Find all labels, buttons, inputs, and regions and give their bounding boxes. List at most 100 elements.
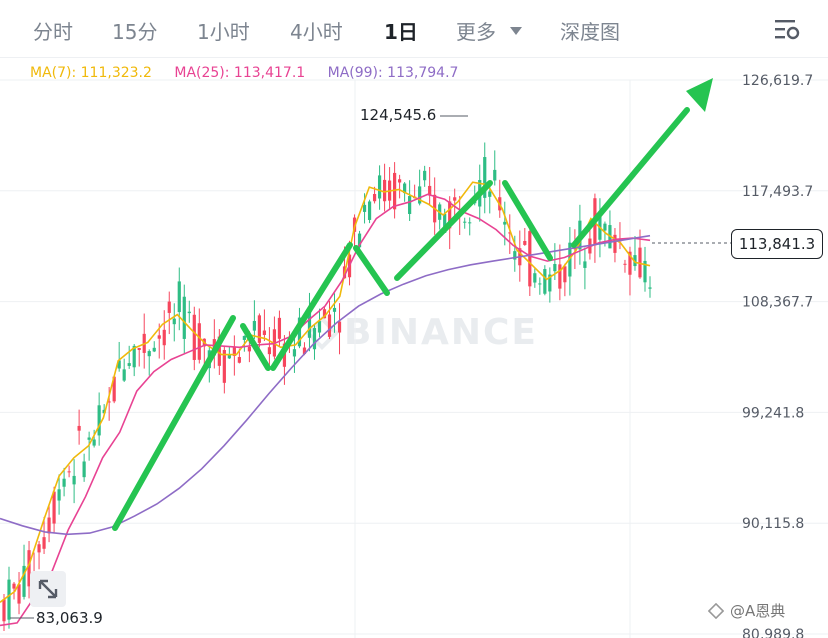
candle-body — [192, 314, 196, 360]
candle-body — [613, 234, 617, 253]
candle-body — [603, 223, 607, 231]
candle-body — [362, 204, 367, 212]
candle-body — [247, 346, 251, 352]
candle-body — [332, 307, 337, 312]
candle-body — [337, 321, 342, 333]
candle-body — [533, 273, 537, 283]
candle-body — [448, 201, 452, 229]
candlestick-chart[interactable]: 126,619.7 117,493.7 108,367.7 99,241.8 90,11… — [0, 58, 828, 638]
price-tick-label: 108,367.7 — [742, 295, 813, 311]
tab-1d[interactable]: 1日 — [384, 20, 418, 44]
candle-body — [277, 317, 282, 339]
candle-body — [237, 357, 241, 363]
candle-body — [463, 221, 467, 223]
candle-body — [57, 489, 61, 501]
candle-body — [52, 491, 56, 524]
candle-body — [297, 317, 302, 347]
candle-body — [92, 439, 96, 446]
candle-body — [648, 287, 652, 289]
candle-body — [403, 183, 407, 194]
candle-body — [127, 363, 131, 366]
candle-body — [162, 329, 166, 346]
tab-15m[interactable]: 15分 — [112, 20, 158, 44]
candle-body — [42, 537, 46, 549]
candle-body — [232, 347, 236, 356]
candle-body — [147, 351, 151, 357]
candle-body — [302, 347, 307, 355]
price-tick-label: 80,989.8 — [742, 627, 804, 638]
candle-body — [623, 263, 627, 265]
candle-body — [172, 318, 176, 325]
ma-line-2 — [0, 234, 651, 536]
candle-body — [7, 579, 11, 620]
trend-annotations — [112, 78, 713, 531]
candle-body — [553, 263, 557, 272]
candle-body — [317, 321, 322, 333]
tab-more[interactable]: 更多 — [456, 16, 522, 45]
candle-body — [152, 347, 156, 352]
candle-body — [227, 354, 231, 359]
candle-body — [137, 347, 141, 350]
candle-body — [72, 475, 76, 485]
ma-lines — [0, 181, 651, 627]
tab-minute[interactable]: 分时 — [33, 20, 73, 44]
low-price-label: 83,063.9 — [36, 609, 103, 627]
watermark-text: BINANCE — [344, 312, 538, 353]
candle-body — [197, 323, 201, 360]
candle-body — [503, 221, 507, 225]
candle-body — [307, 310, 312, 338]
candle-body — [122, 369, 126, 381]
candle-body — [583, 261, 587, 268]
author-name: @A恩典 — [730, 602, 786, 620]
tab-more-label: 更多 — [456, 20, 496, 44]
chart-grid — [0, 79, 828, 638]
candle-body — [538, 283, 542, 285]
candle-body — [2, 599, 6, 622]
candle-body — [523, 240, 527, 245]
candle-body — [182, 296, 186, 339]
tab-1h[interactable]: 1小时 — [197, 20, 250, 44]
candle-body — [257, 315, 261, 343]
ma-line-1 — [0, 193, 651, 627]
ma25-label: MA(25): 113,417.1 — [174, 65, 306, 81]
candle-body — [408, 196, 412, 214]
candle-body — [87, 437, 91, 440]
tab-4h[interactable]: 4小时 — [290, 20, 343, 44]
candle-body — [117, 360, 121, 369]
trend-stroke-3 — [353, 245, 390, 296]
candle-body — [423, 170, 427, 181]
candle-body — [322, 309, 327, 319]
candle-body — [543, 269, 547, 294]
price-axis: 126,619.7 117,493.7 108,367.7 99,241.8 90,11… — [742, 73, 813, 638]
candle-body — [377, 175, 382, 199]
candle-body — [357, 233, 362, 248]
ma-legend: MA(7): 111,323.2 MA(25): 113,417.1 MA(99… — [30, 65, 476, 81]
candle-body — [12, 583, 16, 589]
candle-body — [633, 255, 637, 267]
candle-body — [312, 328, 317, 350]
price-tick-label: 90,115.8 — [742, 516, 804, 532]
candle-body — [157, 335, 161, 339]
chart-settings-icon[interactable] — [774, 18, 800, 42]
tab-depth[interactable]: 深度图 — [560, 20, 620, 44]
candle-body — [528, 231, 532, 287]
candle-body — [187, 311, 191, 314]
candle-body — [17, 584, 21, 604]
expand-icon[interactable] — [30, 571, 66, 607]
trend-stroke-0 — [112, 315, 236, 531]
candle-body — [107, 401, 111, 403]
chevron-down-icon — [510, 26, 522, 35]
candle-body — [508, 232, 512, 234]
candle-body — [367, 201, 372, 220]
trend-stroke-6 — [571, 107, 690, 248]
trend-arrowhead — [686, 78, 713, 112]
candle-body — [82, 461, 86, 478]
candle-body — [428, 185, 432, 196]
candle-body — [292, 349, 297, 357]
candle-body — [638, 247, 642, 278]
candle-body — [112, 376, 116, 402]
candle-body — [548, 274, 552, 292]
candle-body — [493, 169, 497, 181]
candle-body — [513, 251, 517, 260]
candle-body — [217, 336, 221, 366]
